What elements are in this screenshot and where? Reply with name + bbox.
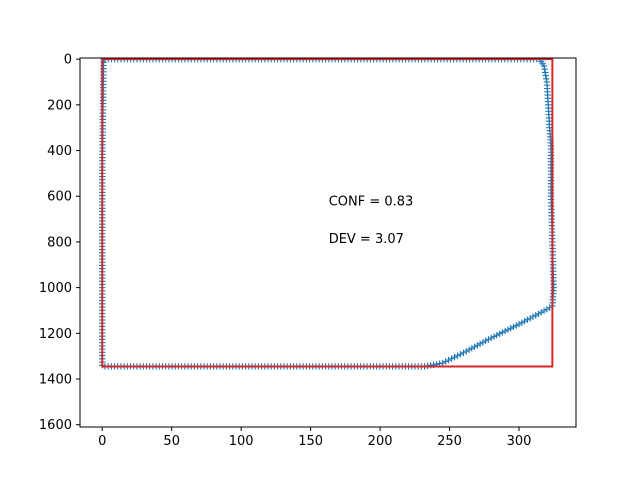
data-point	[476, 340, 484, 348]
data-point	[471, 343, 478, 351]
data-point	[541, 65, 548, 73]
x-tick-label: 100	[229, 434, 254, 449]
data-point	[504, 326, 512, 333]
data-point	[501, 327, 509, 335]
data-point	[445, 356, 452, 364]
x-tick-label: 150	[298, 434, 323, 449]
x-tick-label: 300	[507, 434, 532, 449]
data-point	[515, 320, 523, 328]
data-point	[451, 353, 458, 361]
y-tick-label: 1000	[39, 281, 72, 296]
y-tick-label: 1400	[39, 373, 72, 388]
data-point	[463, 348, 470, 355]
data-point	[542, 72, 549, 79]
x-tick-label: 0	[98, 434, 106, 449]
conf-annotation: CONF = 0.83	[329, 194, 414, 209]
axes-frame	[79, 57, 577, 428]
data-point	[448, 355, 455, 362]
data-point	[529, 313, 537, 320]
y-tick-label: 800	[47, 235, 72, 250]
data-point	[493, 331, 501, 339]
data-point	[427, 362, 434, 369]
data-point	[543, 75, 550, 82]
data-point	[499, 329, 506, 336]
data-point	[518, 319, 526, 326]
y-tick-label: 0	[64, 53, 72, 68]
data-point	[454, 352, 461, 359]
data-point	[474, 342, 481, 349]
y-tick-label: 1200	[39, 327, 72, 342]
data-point	[540, 307, 548, 315]
data-point	[479, 339, 487, 346]
data-point	[543, 306, 551, 313]
data-point	[532, 312, 539, 319]
data-point	[488, 334, 495, 342]
bounding-box-line	[101, 58, 554, 368]
data-point	[465, 346, 473, 353]
data-point	[538, 309, 545, 316]
data-point	[439, 359, 446, 367]
axes: 0 50 100 150 200 250 300 0 200 400 600 800 1000 1200 1…	[39, 53, 577, 449]
data-point	[540, 62, 548, 70]
annotations: CONF = 0.83 DEV = 3.07	[329, 194, 414, 247]
x-tick-label: 250	[437, 434, 462, 449]
y-tick-label: 1600	[39, 418, 72, 433]
data-point	[513, 322, 520, 329]
y-tick-label: 400	[47, 144, 72, 159]
data-point	[521, 318, 528, 325]
data-point	[526, 315, 534, 322]
data-point	[510, 323, 517, 331]
x-tick-label: 50	[163, 434, 180, 449]
data-point	[541, 69, 549, 76]
data-point	[485, 336, 492, 343]
data-point	[507, 325, 514, 332]
data-point	[496, 330, 503, 337]
data-point	[535, 310, 542, 317]
x-tick-label: 200	[368, 434, 393, 449]
data-point	[490, 333, 498, 340]
data-point	[468, 345, 475, 352]
y-tick-label: 600	[47, 190, 72, 205]
data-point	[442, 358, 449, 365]
data-point	[460, 349, 467, 356]
plot-area	[99, 58, 557, 370]
y-tick-label: 200	[47, 98, 72, 113]
dev-annotation: DEV = 3.07	[329, 232, 404, 247]
data-point	[457, 351, 464, 358]
data-point	[482, 337, 489, 345]
data-point	[524, 316, 531, 323]
